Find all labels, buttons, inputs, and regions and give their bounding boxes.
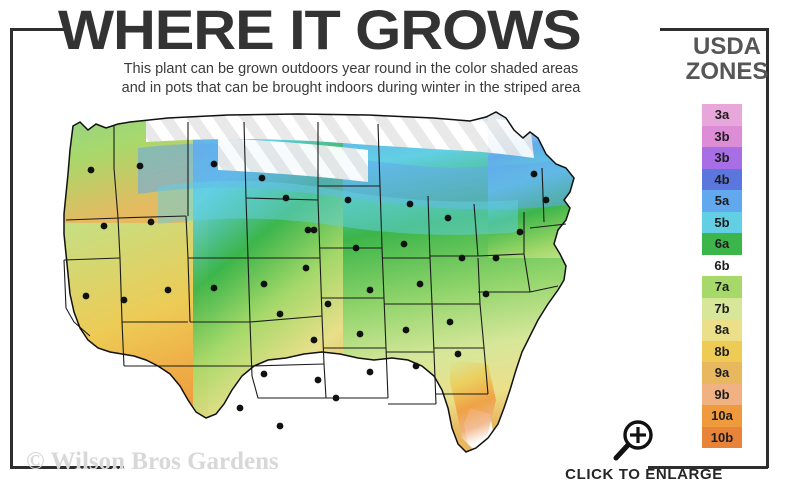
watermark: © Wilson Bros Gardens [26,448,279,475]
legend-heading-line-2: ZONES [685,58,769,85]
legend-heading: USDA ZONES [672,34,782,84]
page-title: WHERE IT GROWS [58,0,582,61]
legend-swatch-9a-12: 9a [702,362,742,384]
click-to-enlarge-label[interactable]: CLICK TO ENLARGE [565,466,723,483]
legend-swatch-7b-9: 7b [702,297,742,319]
legend-swatch-4b-3: 4b [702,168,742,190]
subtitle: This plant can be grown outdoors year ro… [36,60,666,98]
frame-top-right-segment [660,28,768,31]
legend-swatch-10a-14: 10a [702,405,742,427]
state-borders [63,121,567,405]
legend-heading-line-1: USDA [692,33,761,60]
frame-right-edge [766,28,769,468]
frame-left-edge [10,28,13,468]
legend-swatch-6a-6: 6a [702,233,742,255]
legend-swatch-9b-13: 9b [702,383,742,405]
frame-top-left-segment [10,28,65,31]
frame-bottom-left-segment [10,466,124,469]
magnifier-plus-icon[interactable] [612,418,656,462]
frame-bottom-right-segment [648,466,768,469]
legend-swatch-5a-4: 5a [702,190,742,212]
legend-swatch-6b-7: 6b [714,257,730,273]
legend-swatch-3b-1: 3b [702,125,742,147]
legend-swatch-7a-8: 7a [702,276,742,298]
striped-indoor-region [146,112,488,152]
city-dots [82,160,550,430]
legend-swatch-5b-5: 5b [702,211,742,233]
national-outline [63,111,575,453]
subtitle-line-1: This plant can be grown outdoors year ro… [123,61,579,77]
hardiness-zone-map[interactable] [18,108,668,458]
legend-swatch-8b-11: 8b [702,340,742,362]
legend-swatch-10b-15: 10b [702,426,742,448]
legend-swatch-3a-0: 3a [702,104,742,126]
legend-swatch-3b-2: 3b [702,147,742,169]
subtitle-line-2: and in pots that can be brought indoors … [121,80,581,96]
legend-swatch-8a-10: 8a [702,319,742,341]
usda-zone-legend: 3a 3b 3b 4b 5a 5b 6a 6b 7a 7b 8a 8b 9a 9b 10a 10b [702,104,742,448]
